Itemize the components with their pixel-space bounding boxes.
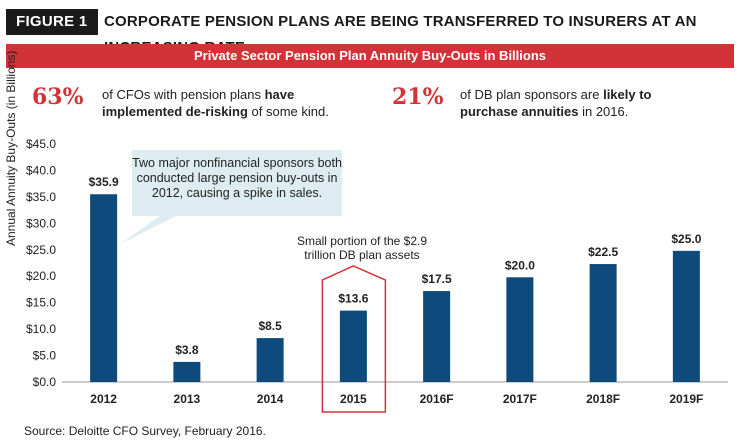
chart-title: Private Sector Pension Plan Annuity Buy-… xyxy=(6,44,734,68)
x-tick-label: 2013 xyxy=(174,392,201,406)
data-label: $8.5 xyxy=(258,319,282,333)
highlight-outline xyxy=(321,265,387,413)
x-tick-label: 2015 xyxy=(340,392,367,406)
bar-2013 xyxy=(173,361,201,382)
y-tick-label: $10.0 xyxy=(26,322,56,336)
y-tick-label: $35.0 xyxy=(26,190,56,204)
bar-2017F xyxy=(506,277,534,382)
data-label: $17.5 xyxy=(422,272,452,286)
bar-2016F xyxy=(423,291,451,382)
bar-2018F xyxy=(589,264,617,382)
data-label: $25.0 xyxy=(671,232,701,246)
data-label: $13.6 xyxy=(338,292,368,306)
stat-value: 21% xyxy=(392,84,444,110)
spike-callout: Two major nonfinancial sponsors both con… xyxy=(132,150,342,216)
highlight-note: Small portion of the $2.9 trillion DB pl… xyxy=(296,234,428,262)
stat-text: of DB plan sponsors are likely to purcha… xyxy=(460,87,652,119)
y-tick-label: $25.0 xyxy=(26,243,56,257)
y-tick-label: $5.0 xyxy=(33,349,57,363)
y-tick-label: $20.0 xyxy=(26,269,56,283)
x-tick-label: 2014 xyxy=(257,392,284,406)
data-label: $3.8 xyxy=(175,343,199,357)
y-tick-label: $30.0 xyxy=(26,216,56,230)
stat-text: of CFOs with pension plans have implemen… xyxy=(102,87,329,119)
y-tick-label: $40.0 xyxy=(26,163,56,177)
x-tick-label: 2012 xyxy=(90,392,117,406)
data-label: $20.0 xyxy=(505,258,535,272)
callout-pointer xyxy=(120,216,176,244)
stat-value: 63% xyxy=(32,84,84,110)
x-tick-label: 2019F xyxy=(669,392,703,406)
bar-2019F xyxy=(672,250,700,382)
bar-2014 xyxy=(256,338,284,382)
x-tick-label: 2018F xyxy=(586,392,620,406)
x-tick-label: 2016F xyxy=(420,392,454,406)
source-note: Source: Deloitte CFO Survey, February 20… xyxy=(24,424,266,438)
y-tick-label: $15.0 xyxy=(26,296,56,310)
bar-2012 xyxy=(90,194,118,382)
data-label: $35.9 xyxy=(89,175,119,189)
figure-badge: FIGURE 1 xyxy=(6,9,98,35)
x-tick-label: 2017F xyxy=(503,392,537,406)
data-label: $22.5 xyxy=(588,245,618,259)
y-tick-label: $0.0 xyxy=(33,375,57,389)
bar-2015 xyxy=(339,310,367,382)
y-tick-label: $45.0 xyxy=(26,137,56,151)
